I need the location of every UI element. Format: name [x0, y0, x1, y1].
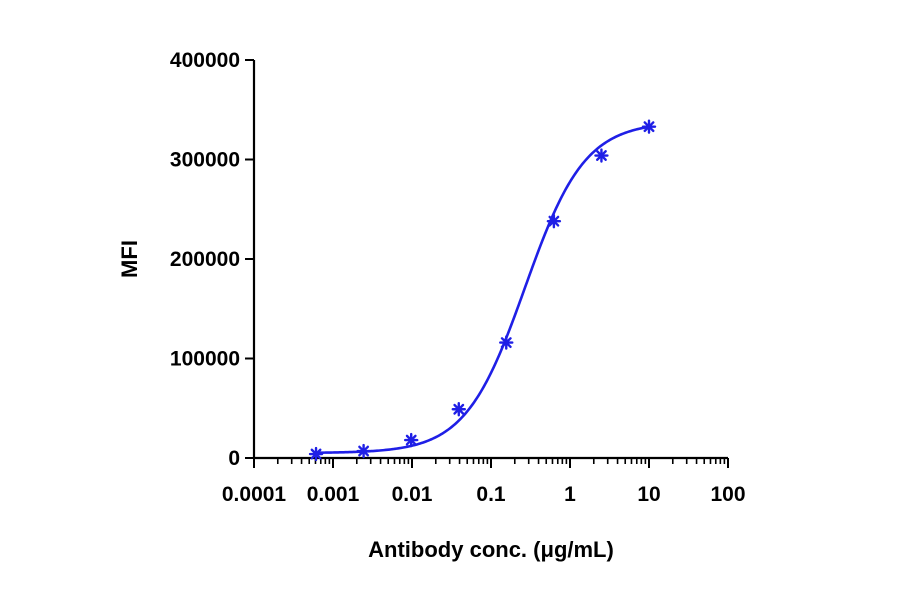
y-axis: 0 100000 200000 300000 400000	[170, 49, 256, 470]
x-tick-label: 10	[637, 483, 660, 506]
x-tick-label: 0.0001	[222, 483, 287, 506]
fit-curve	[316, 125, 650, 455]
y-tick-label: 300000	[170, 149, 240, 172]
data-point	[451, 402, 466, 417]
y-tick-label: 100000	[170, 348, 240, 371]
data-point	[499, 335, 514, 350]
data-point	[546, 213, 562, 229]
x-tick-label: 0.01	[392, 483, 433, 506]
data-point	[594, 148, 609, 163]
data-point	[356, 443, 371, 459]
x-tick-label: 0.001	[307, 483, 360, 506]
x-tick-label: 1	[564, 483, 576, 506]
x-axis: 0.0001 0.001 0.01 0.1 1 10 100	[222, 456, 746, 506]
y-tick-label: 0	[228, 447, 240, 470]
x-tick-label: 100	[710, 483, 745, 506]
y-tick-label: 400000	[170, 49, 240, 72]
x-axis-title: Antibody conc. (μg/mL)	[368, 537, 614, 562]
data-point	[641, 119, 657, 134]
plot-area	[308, 119, 657, 462]
data-point	[404, 432, 419, 448]
data-point	[308, 446, 324, 462]
y-tick-label: 200000	[170, 248, 240, 271]
x-tick-label: 0.1	[476, 483, 506, 506]
y-axis-title: MFI	[117, 240, 142, 278]
